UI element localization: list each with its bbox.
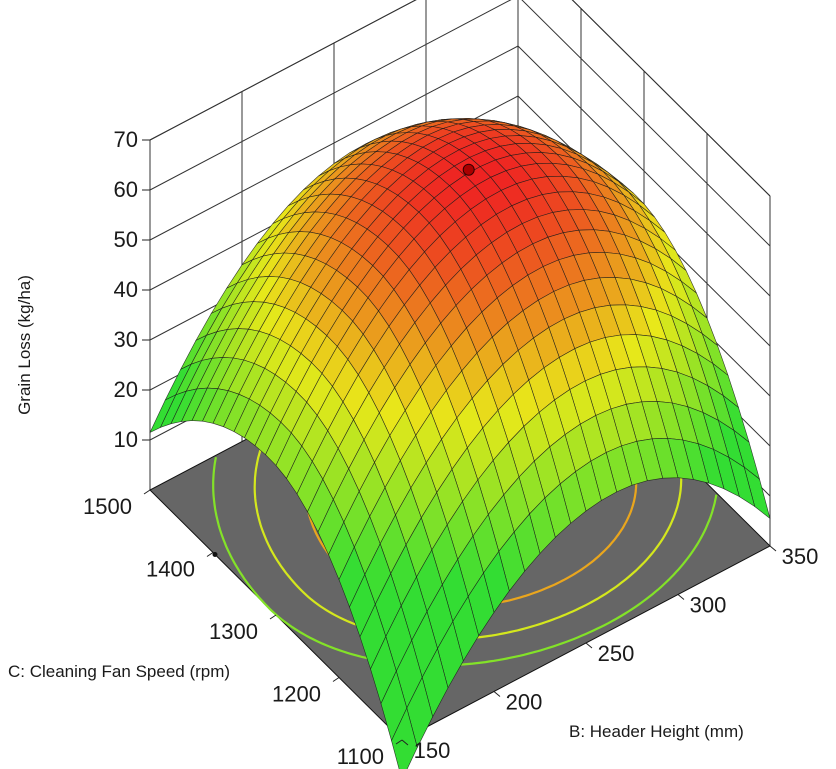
z-axis-title: Grain Loss (kg/ha) — [15, 275, 34, 415]
design-point — [462, 163, 475, 176]
z-tick-label: 10 — [114, 427, 138, 452]
surface-cell — [391, 707, 418, 769]
design-points — [212, 163, 475, 557]
z-tick-label: 70 — [114, 127, 138, 152]
z-tick-label: 40 — [114, 277, 138, 302]
wall-gridline — [149, 0, 771, 247]
axis-labels: 10 20 30 40 50 60 70 150 200 250 300 350 1100 1200 130… — [8, 127, 818, 769]
y-tick-mark — [269, 614, 277, 620]
wall-gridline — [149, 0, 771, 197]
y-tick-label: 1400 — [146, 557, 195, 582]
response-surface — [149, 118, 771, 769]
y-tick-mark — [395, 739, 403, 745]
y-tick-label: 1100 — [337, 744, 384, 769]
x-tick-label: 150 — [414, 738, 451, 763]
x-tick-label: 300 — [690, 593, 727, 618]
x-tick-mark — [493, 691, 501, 697]
x-tick-mark — [769, 545, 777, 552]
z-tick-label: 30 — [114, 327, 138, 352]
z-tick-label: 20 — [114, 377, 138, 402]
x-tick-mark — [401, 739, 409, 746]
y-tick-mark — [143, 489, 151, 495]
y-axis-title: C: Cleaning Fan Speed (rpm) — [8, 662, 230, 681]
y-tick-label: 1300 — [209, 619, 258, 644]
x-tick-label: 250 — [598, 641, 635, 666]
z-tick-label: 60 — [114, 177, 138, 202]
y-tick-label: 1200 — [272, 682, 321, 707]
y-tick-mark — [332, 677, 340, 682]
x-tick-mark — [585, 642, 593, 649]
x-tick-label: 200 — [506, 690, 543, 715]
axis-tick-dot — [212, 552, 218, 557]
z-tick-label: 50 — [114, 227, 138, 252]
x-tick-mark — [677, 594, 685, 600]
y-tick-mark — [206, 552, 214, 557]
x-tick-label: 350 — [782, 544, 819, 569]
x-axis-title: B: Header Height (mm) — [569, 722, 744, 741]
y-tick-label: 1500 — [83, 494, 132, 519]
